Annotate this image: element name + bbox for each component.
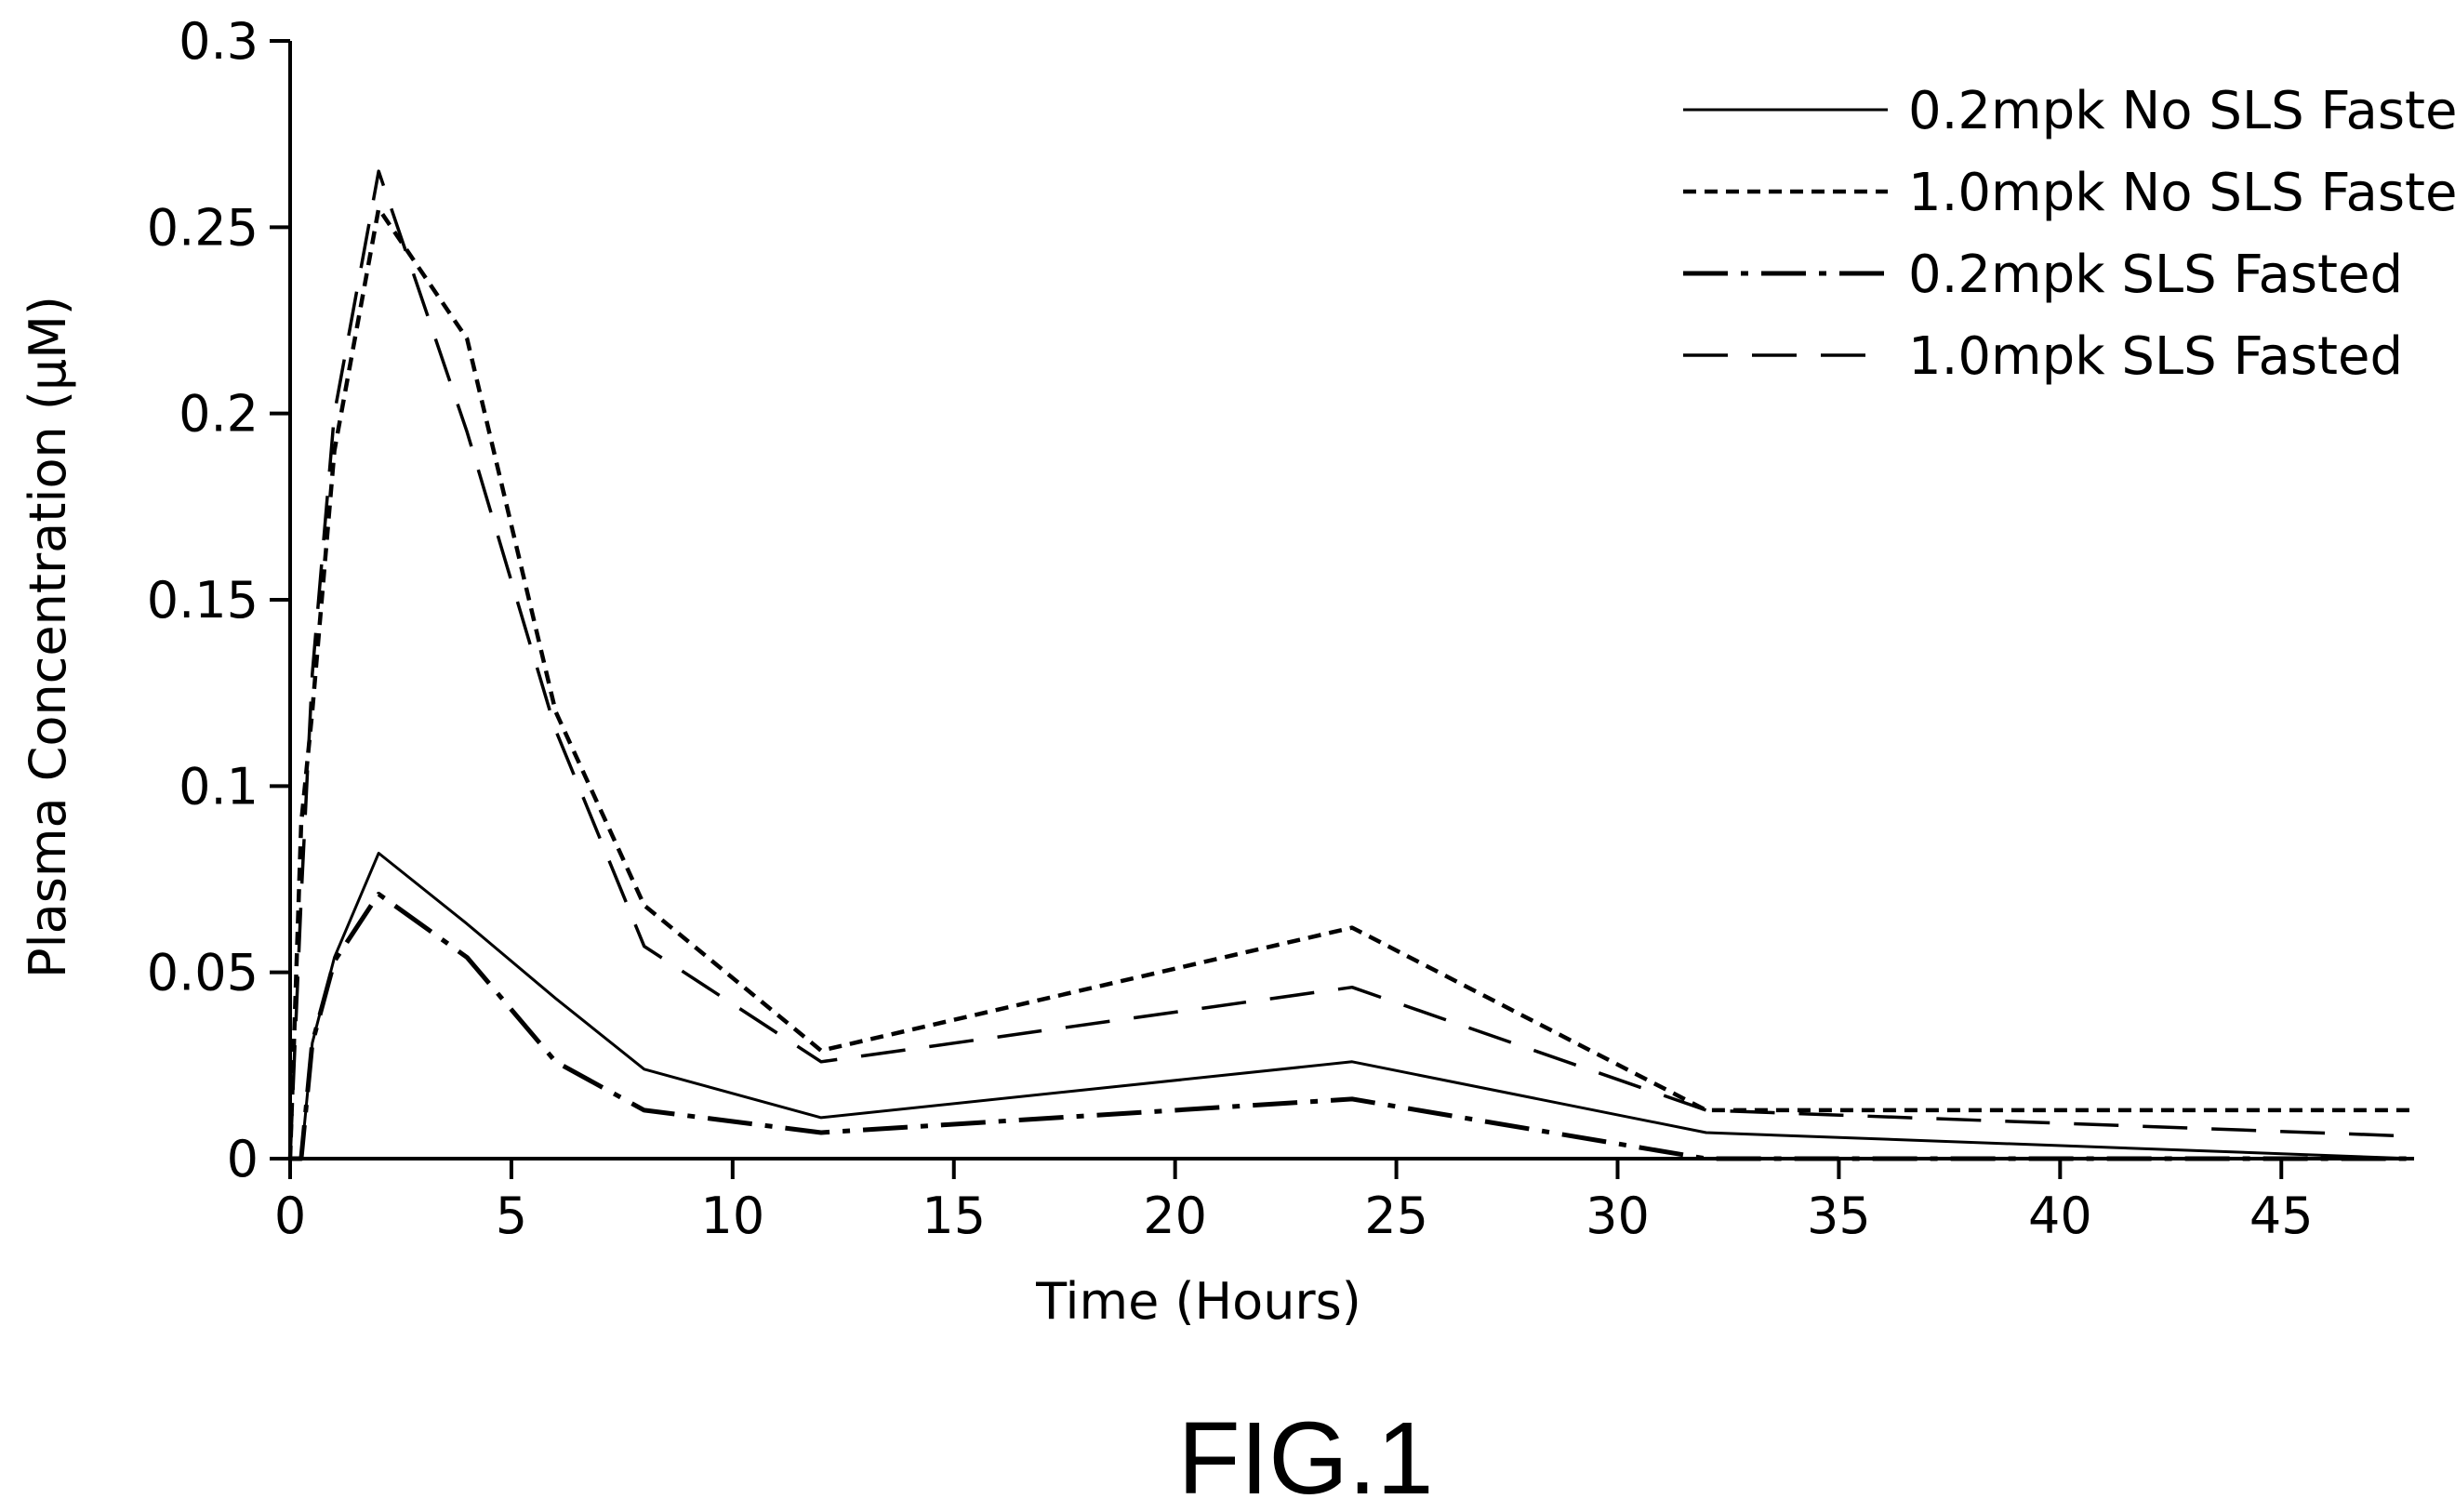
x-tick-label: 15 bbox=[922, 1187, 986, 1245]
x-tick-label: 40 bbox=[2028, 1187, 2092, 1245]
x-tick-label: 30 bbox=[1586, 1187, 1650, 1245]
x-tick-label: 10 bbox=[700, 1187, 764, 1245]
legend: 0.2mpk No SLS Fasted 1.0mpk No SLS Fasted… bbox=[1683, 81, 2455, 387]
series-lines bbox=[287, 169, 2415, 1161]
y-tick-label: 0.2 bbox=[179, 385, 259, 444]
x-tick-label: 0 bbox=[274, 1187, 306, 1245]
x-tick-label: 25 bbox=[1364, 1187, 1428, 1245]
x-tick-label: 20 bbox=[1143, 1187, 1207, 1245]
y-tick-label: 0.05 bbox=[147, 944, 259, 1002]
legend-label-2: 1.0mpk No SLS Fasted bbox=[1908, 163, 2455, 223]
series-line-4 bbox=[288, 169, 2415, 1160]
y-tick-label: 0 bbox=[227, 1130, 259, 1188]
x-tick-label: 5 bbox=[496, 1187, 527, 1245]
y-axis-ticks: 0 0.05 0.1 0.15 0.2 0.25 0.3 bbox=[147, 12, 290, 1188]
y-tick-label: 0.3 bbox=[179, 12, 259, 71]
y-axis-title: Plasma Concentration (μM) bbox=[19, 296, 77, 978]
series-line-3 bbox=[290, 892, 2414, 1161]
y-tick-label: 0.1 bbox=[179, 757, 259, 816]
legend-label-4: 1.0mpk SLS Fasted bbox=[1908, 326, 2403, 387]
series-line-1 bbox=[290, 852, 2415, 1161]
x-tick-label: 35 bbox=[1807, 1187, 1871, 1245]
x-axis-title: Time (Hours) bbox=[1035, 1272, 1361, 1331]
y-tick-label: 0.25 bbox=[147, 198, 259, 257]
legend-label-1: 0.2mpk No SLS Fasted bbox=[1908, 81, 2455, 141]
x-tick-label: 45 bbox=[2249, 1187, 2314, 1245]
legend-label-3: 0.2mpk SLS Fasted bbox=[1908, 245, 2403, 305]
y-tick-label: 0.15 bbox=[147, 571, 259, 630]
figure-label: FIG.1 bbox=[1177, 1401, 1433, 1512]
x-axis-ticks: 0 5 10 15 20 25 30 35 40 45 bbox=[274, 1159, 2314, 1245]
